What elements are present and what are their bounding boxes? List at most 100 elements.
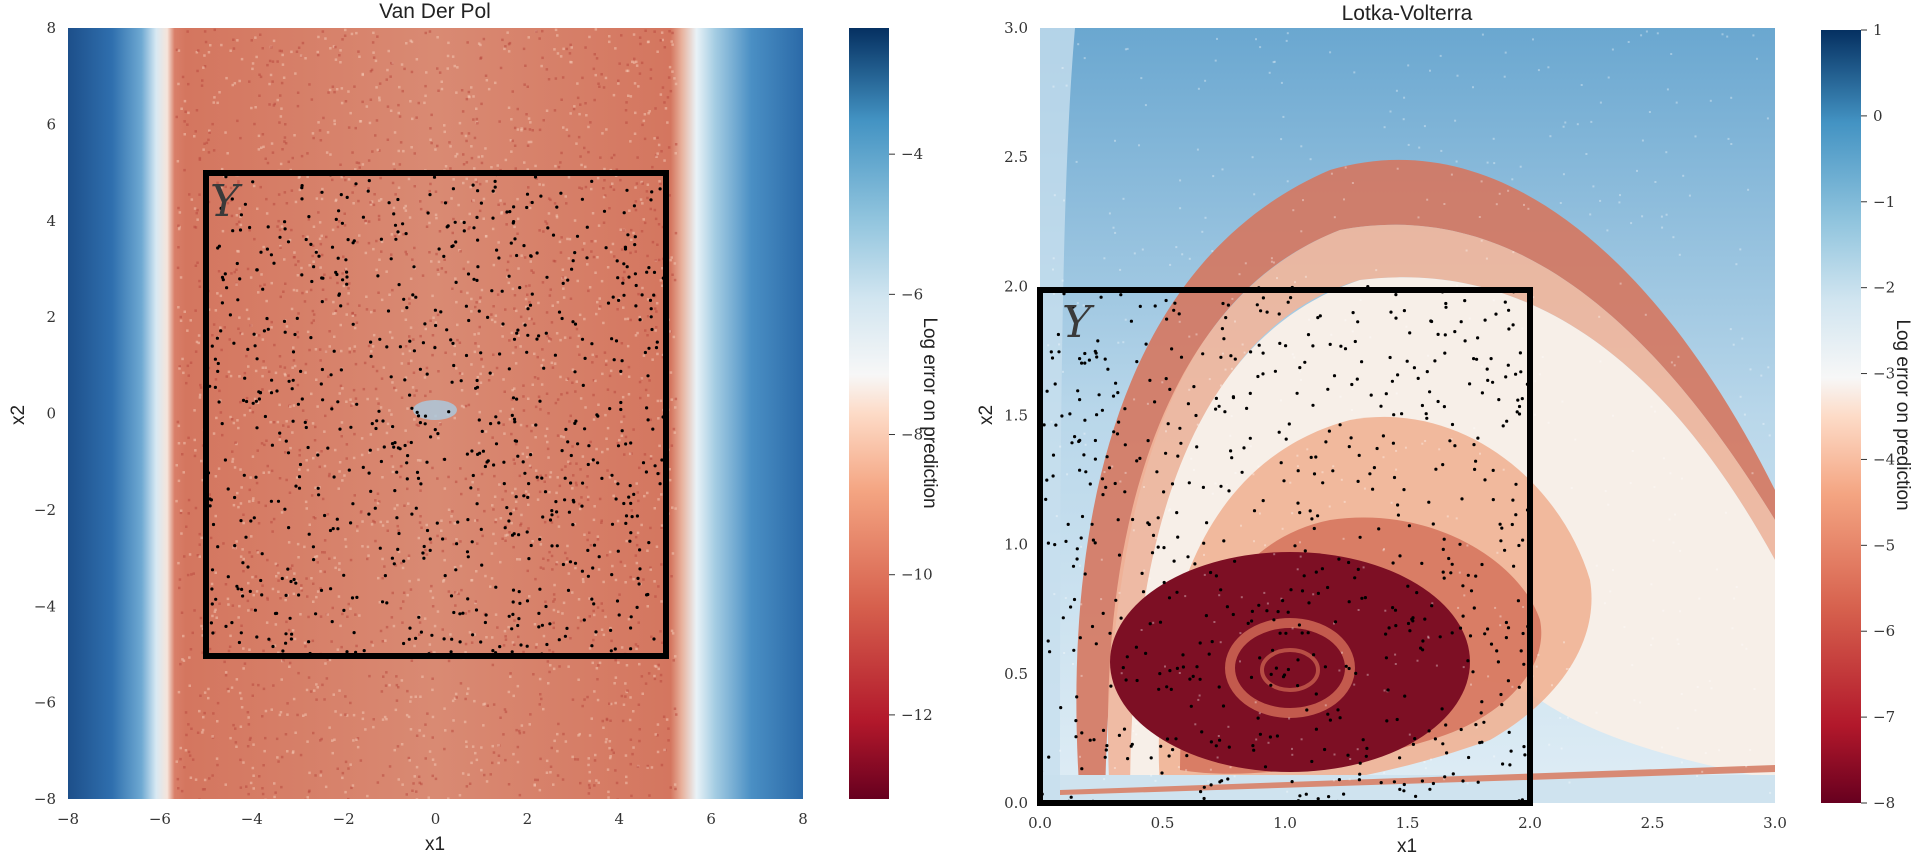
sample-point	[369, 340, 373, 344]
sample-point	[239, 519, 243, 523]
sample-point	[620, 359, 624, 363]
sample-point	[534, 423, 538, 427]
sample-point	[1080, 767, 1084, 771]
sample-point	[1486, 378, 1490, 382]
sample-point	[1095, 413, 1099, 417]
sample-point	[475, 385, 480, 389]
sample-point	[1185, 754, 1189, 758]
sample-point	[1116, 518, 1120, 522]
sample-point	[1431, 522, 1435, 526]
y-tick-label: 0	[46, 405, 56, 423]
sample-point	[312, 265, 316, 269]
sample-point	[521, 460, 525, 464]
sample-point	[244, 535, 248, 539]
sample-point	[281, 649, 285, 653]
sample-point	[1450, 631, 1454, 635]
sample-point	[1517, 412, 1522, 416]
sample-point	[1441, 742, 1445, 746]
sample-point	[1296, 684, 1300, 688]
sample-point	[321, 398, 325, 402]
sample-point	[1442, 576, 1446, 580]
sample-point	[246, 347, 250, 351]
sample-point	[389, 375, 393, 379]
sample-point	[1357, 778, 1361, 782]
sample-point	[606, 301, 611, 305]
sample-point	[1227, 489, 1231, 493]
sample-point	[434, 323, 438, 328]
sample-point	[1476, 780, 1480, 784]
colorbar-tick-label: 1	[1873, 21, 1883, 39]
sample-point	[575, 234, 580, 238]
sample-point	[1461, 779, 1465, 783]
sample-point	[1347, 600, 1351, 604]
sample-point	[1489, 357, 1493, 361]
sample-point	[1250, 619, 1254, 623]
sample-point	[1135, 459, 1139, 463]
sample-point	[643, 350, 648, 355]
sample-point	[261, 287, 265, 291]
sample-point	[1522, 745, 1526, 749]
sample-point	[366, 189, 370, 193]
sample-point	[1420, 403, 1424, 408]
sample-point	[505, 506, 509, 510]
sample-point	[1441, 463, 1445, 467]
sample-point	[429, 435, 433, 439]
sample-point	[328, 528, 333, 533]
sample-point	[296, 402, 300, 406]
sample-point	[1179, 441, 1183, 445]
sample-point	[289, 637, 293, 641]
sample-point	[1175, 510, 1179, 515]
sample-point	[1521, 538, 1525, 542]
sample-point	[585, 256, 589, 260]
sample-point	[383, 574, 387, 578]
sample-point	[517, 533, 521, 537]
sample-point	[254, 475, 258, 479]
sample-point	[479, 201, 483, 205]
sample-point	[1323, 665, 1327, 669]
sample-point	[228, 313, 232, 317]
sample-point	[1125, 655, 1129, 659]
sample-point	[418, 421, 422, 425]
sample-point	[1390, 379, 1394, 383]
sample-point	[1150, 551, 1155, 555]
sample-point	[1083, 351, 1087, 356]
sample-point	[1230, 456, 1234, 460]
sample-point	[1101, 728, 1106, 733]
sample-point	[354, 182, 358, 186]
sample-point	[1356, 320, 1360, 324]
sample-point	[1337, 778, 1341, 782]
sample-point	[1326, 387, 1330, 391]
sample-point	[287, 526, 291, 530]
sample-point	[1123, 407, 1127, 411]
sample-point	[1357, 453, 1361, 457]
sample-point	[1158, 620, 1163, 624]
sample-point	[1226, 303, 1230, 307]
sample-point	[542, 366, 546, 370]
sample-point	[1297, 623, 1301, 627]
sample-point	[1468, 382, 1472, 386]
sample-point	[361, 215, 365, 219]
sample-point	[1480, 391, 1484, 395]
sample-point	[1328, 718, 1332, 722]
sample-point	[634, 304, 638, 308]
sample-point	[645, 406, 649, 410]
sample-point	[1153, 304, 1157, 308]
sample-point	[1257, 603, 1261, 607]
sample-point	[471, 473, 475, 478]
sample-point	[300, 273, 304, 277]
sample-point	[437, 247, 441, 251]
lv-colorbar-ticks: −8 −7 −6 −5 −4 −3 −2 −1 0 1	[1861, 21, 1895, 812]
sample-point	[1162, 490, 1166, 494]
sample-point	[1189, 704, 1193, 708]
sample-point	[1229, 449, 1233, 453]
sample-point	[1438, 635, 1442, 639]
sample-point	[1312, 472, 1317, 476]
sample-point	[443, 574, 447, 578]
sample-point	[629, 501, 633, 505]
sample-point	[373, 506, 377, 510]
sample-point	[369, 354, 373, 358]
sample-point	[647, 541, 651, 545]
sample-point	[527, 482, 531, 486]
sample-point	[525, 599, 530, 603]
sample-point	[1344, 664, 1348, 668]
